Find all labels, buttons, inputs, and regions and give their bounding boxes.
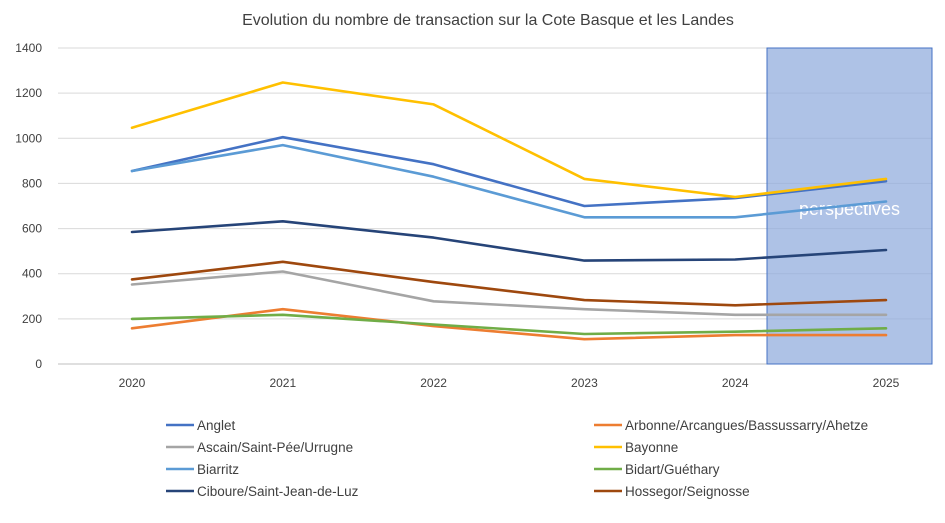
- y-tick-label: 1400: [15, 41, 42, 55]
- x-tick-label: 2023: [571, 376, 598, 390]
- series-line: [130, 220, 888, 262]
- legend-label: Ascain/Saint-Pée/Urrugne: [197, 440, 353, 455]
- perspectives-label: perspectives: [799, 199, 900, 219]
- x-tick-label: 2024: [722, 376, 749, 390]
- y-tick-label: 400: [22, 267, 42, 281]
- x-tick-label: 2022: [420, 376, 447, 390]
- series-line: [130, 260, 888, 307]
- y-tick-label: 800: [22, 176, 42, 190]
- series-line: [130, 313, 888, 336]
- y-tick-label: 1200: [15, 86, 42, 100]
- y-tick-label: 1000: [15, 131, 42, 145]
- x-tick-label: 2025: [873, 376, 900, 390]
- legend-label: Arbonne/Arcangues/Bassussarry/Ahetze: [625, 418, 868, 433]
- y-axis-ticks: 0 200 400 600 800 1000 1200 1400: [15, 41, 42, 371]
- perspectives-annotation: perspectives: [766, 47, 933, 365]
- x-axis-ticks: 2020 2021 2022 2023 2024 2025: [119, 376, 900, 390]
- series-line: [130, 143, 888, 219]
- legend-label: Bayonne: [625, 440, 678, 455]
- x-tick-label: 2020: [119, 376, 146, 390]
- series-line: [130, 270, 888, 317]
- series-line: [130, 307, 888, 341]
- y-tick-label: 600: [22, 222, 42, 236]
- legend-label: Biarritz: [197, 462, 239, 477]
- series-lines: [130, 81, 888, 341]
- series-line: [130, 81, 888, 199]
- legend-label: Bidart/Guéthary: [625, 462, 720, 477]
- y-tick-label: 0: [35, 357, 42, 371]
- y-tick-label: 200: [22, 312, 42, 326]
- legend: Anglet Arbonne/Arcangues/Bassussarry/Ahet…: [166, 418, 868, 499]
- legend-label: Hossegor/Seignosse: [625, 484, 750, 499]
- x-tick-label: 2021: [269, 376, 296, 390]
- legend-label: Anglet: [197, 418, 236, 433]
- legend-label: Ciboure/Saint-Jean-de-Luz: [197, 484, 359, 499]
- chart-title: Evolution du nombre de transaction sur l…: [242, 12, 734, 29]
